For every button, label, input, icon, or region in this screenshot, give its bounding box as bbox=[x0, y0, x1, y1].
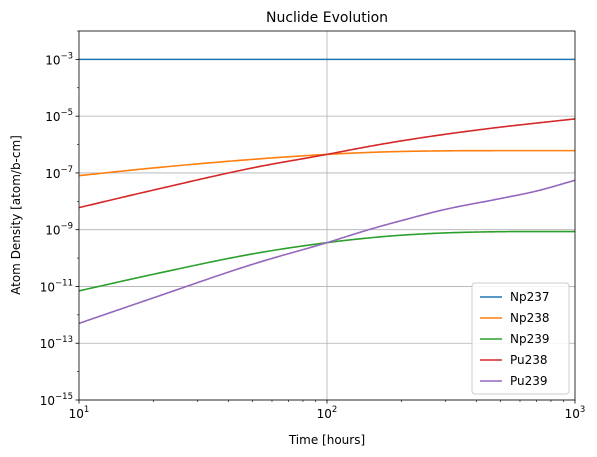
y-tick-label: 10−5 bbox=[45, 108, 73, 124]
legend-label: Np238 bbox=[510, 311, 550, 325]
y-tick-label: 10−15 bbox=[40, 392, 73, 408]
y-axis-ticks: 10−15 10−13 10−11 10−9 10−7 10−5 10−3 bbox=[40, 30, 79, 408]
chart-title: Nuclide Evolution bbox=[266, 10, 388, 26]
series-line-pu238 bbox=[78, 118, 576, 209]
y-tick-label: 10−7 bbox=[45, 165, 73, 181]
x-tick-label: 103 bbox=[565, 405, 586, 421]
series-lines bbox=[78, 58, 576, 325]
x-axis-ticks: 101 102 103 bbox=[69, 400, 586, 421]
x-tick-label: 102 bbox=[317, 405, 338, 421]
y-tick-label: 10−3 bbox=[45, 51, 73, 67]
y-tick-label: 10−11 bbox=[40, 278, 73, 294]
series-line-np238 bbox=[78, 149, 575, 177]
series-line-np239 bbox=[78, 230, 575, 292]
legend-box bbox=[471, 282, 570, 395]
y-tick-label: 10−13 bbox=[40, 335, 73, 351]
legend-label: Pu238 bbox=[510, 353, 548, 367]
x-axis-label: Time [hours] bbox=[288, 433, 365, 447]
legend-label: Np237 bbox=[510, 290, 550, 304]
y-axis-label: Atom Density [atom/b-cm] bbox=[9, 135, 23, 295]
legend-label: Pu239 bbox=[510, 374, 548, 388]
series-line-pu239 bbox=[78, 179, 576, 325]
legend-label: Np239 bbox=[510, 332, 550, 346]
y-tick-label: 10−9 bbox=[45, 222, 73, 238]
legend: Np237 Np238 Np239 Pu238 Pu239 bbox=[471, 282, 570, 395]
x-tick-label: 101 bbox=[69, 405, 90, 421]
